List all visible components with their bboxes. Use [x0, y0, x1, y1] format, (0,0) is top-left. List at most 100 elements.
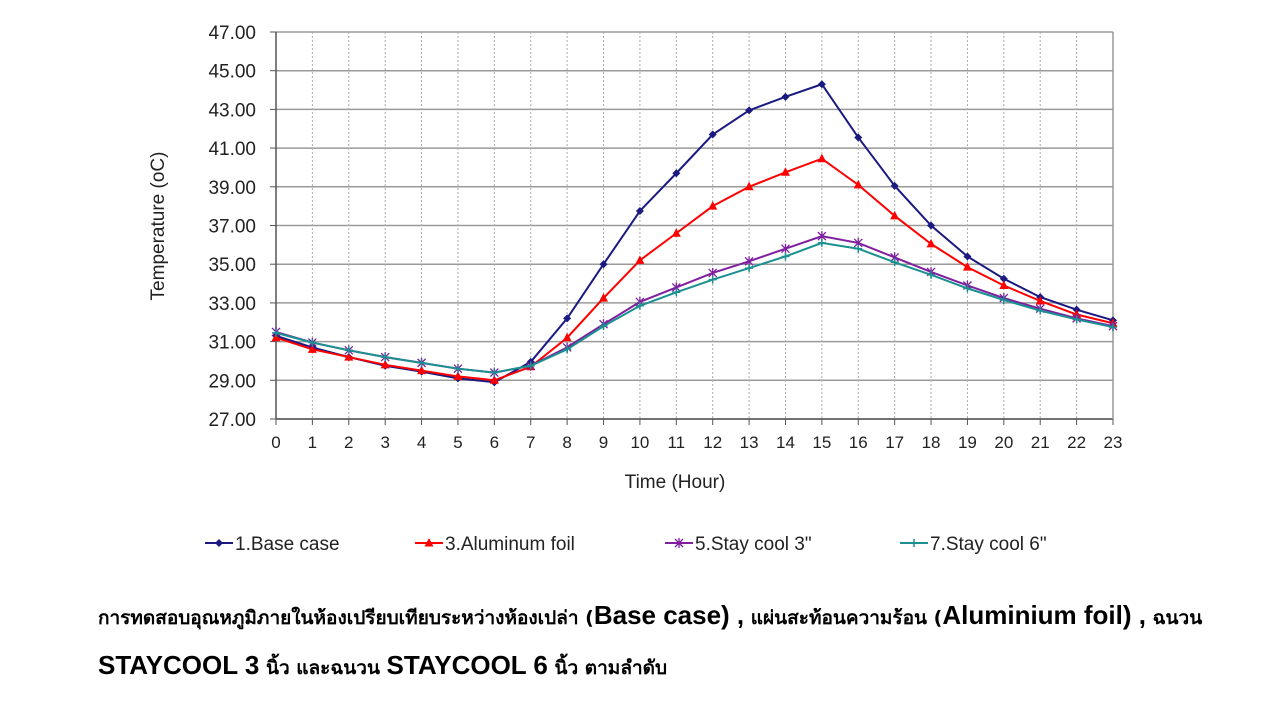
y-tick-label: 35.00 — [208, 255, 256, 276]
x-tick-label: 10 — [630, 433, 649, 452]
caption-text: การทดสอบอุณหภูมิภายในห้องเปรียบเทียบระหว… — [98, 607, 594, 629]
data-point — [744, 181, 754, 191]
data-point — [563, 314, 572, 323]
data-point — [999, 295, 1008, 304]
data-point — [854, 244, 863, 253]
data-point — [890, 210, 900, 220]
data-point — [271, 332, 281, 342]
x-tick-label: 12 — [703, 433, 722, 452]
data-point — [490, 368, 499, 377]
data-point — [745, 106, 754, 115]
y-tick-label: 43.00 — [208, 100, 256, 121]
series-1 — [272, 80, 1117, 387]
caption-text: นิ้ว ตามลำดับ — [547, 657, 668, 679]
series-line — [275, 235, 1114, 374]
series-line — [275, 241, 1114, 374]
data-point — [562, 332, 572, 342]
data-point — [1035, 295, 1045, 305]
y-tick-label: 33.00 — [208, 294, 256, 315]
data-point — [489, 375, 499, 384]
data-point — [635, 255, 645, 264]
caption-text: Base case) , — [593, 600, 745, 630]
data-point — [963, 284, 972, 293]
data-point — [672, 169, 681, 178]
caption: การทดสอบอุณหภูมิภายในห้องเปรียบเทียบระหว… — [98, 592, 1218, 692]
legend-label: 1.Base case — [235, 534, 340, 555]
data-point — [890, 258, 899, 267]
x-tick-label: 21 — [1031, 433, 1050, 452]
y-tick-label: 31.00 — [208, 333, 256, 354]
data-point — [272, 328, 280, 337]
data-point — [307, 344, 317, 353]
data-point — [671, 228, 681, 237]
x-tick-label: 4 — [417, 433, 426, 452]
caption-text: Aluminium foil) , — [942, 600, 1146, 630]
x-axis-label: Time (Hour) — [625, 472, 726, 493]
legend-label: 3.Aluminum foil — [445, 534, 575, 555]
data-point — [708, 201, 718, 210]
data-point — [599, 293, 609, 302]
data-point — [453, 364, 462, 373]
legend-marker — [215, 539, 223, 547]
x-tick-label: 0 — [271, 433, 280, 452]
data-point — [854, 133, 863, 142]
data-point — [453, 371, 463, 380]
x-tick-label: 7 — [526, 433, 535, 452]
x-tick-label: 11 — [667, 433, 685, 452]
data-point — [381, 353, 390, 362]
series-line — [275, 83, 1114, 384]
data-point — [635, 301, 644, 310]
x-tick-label: 9 — [599, 433, 608, 452]
y-tick-label: 45.00 — [208, 62, 256, 83]
caption-text: แผ่นสะท้อนความร้อน ( — [744, 607, 943, 629]
temperature-line-chart: 27.00 29.00 31.00 33.00 35.00 37.00 39.00 41.00… — [148, 23, 1122, 555]
data-point — [927, 221, 936, 230]
data-point — [817, 238, 826, 247]
x-tick-label: 2 — [344, 433, 353, 452]
data-point — [526, 361, 535, 370]
x-tick-label: 1 — [308, 433, 317, 452]
data-point — [999, 280, 1009, 289]
caption-text: ฉนวน — [1146, 607, 1203, 629]
data-point — [963, 252, 972, 261]
x-tick-label: 18 — [922, 433, 941, 452]
data-point — [853, 179, 863, 189]
x-tick-label: 13 — [740, 433, 759, 452]
data-point — [780, 167, 790, 176]
data-point — [890, 181, 899, 190]
legend-marker — [674, 538, 684, 548]
data-point — [672, 288, 681, 297]
x-tick-label: 6 — [490, 433, 499, 452]
data-point — [344, 346, 353, 355]
x-tick-label: 15 — [812, 433, 831, 452]
data-point — [563, 345, 572, 354]
data-point — [417, 358, 426, 367]
data-point — [781, 252, 790, 261]
caption-text: STAYCOOL 6 — [386, 650, 548, 680]
data-point — [781, 92, 790, 101]
legend-label: 7.Stay cool 6" — [930, 534, 1047, 555]
data-point — [708, 130, 717, 139]
x-tick-label: 14 — [776, 433, 795, 452]
data-point — [599, 260, 608, 269]
series-line — [275, 157, 1114, 382]
data-point — [344, 352, 354, 361]
x-tick-label: 8 — [562, 433, 571, 452]
data-point — [308, 338, 317, 347]
y-tick-label: 41.00 — [208, 139, 256, 160]
y-tick-label: 29.00 — [208, 371, 256, 392]
data-point — [962, 262, 972, 271]
caption-text: นิ้ว และฉนวน — [259, 657, 387, 679]
x-tick-label: 17 — [885, 433, 904, 452]
data-point — [817, 80, 826, 89]
series-4 — [272, 238, 1117, 377]
data-point — [635, 206, 644, 215]
data-point — [417, 365, 427, 375]
legend-label: 5.Stay cool 3" — [695, 534, 812, 555]
x-tick-label: 5 — [453, 433, 462, 452]
x-tick-label: 22 — [1067, 433, 1086, 452]
data-point — [1036, 306, 1045, 315]
x-tick-label: 20 — [994, 433, 1013, 452]
data-point — [1072, 315, 1081, 324]
legend-marker — [424, 538, 434, 547]
